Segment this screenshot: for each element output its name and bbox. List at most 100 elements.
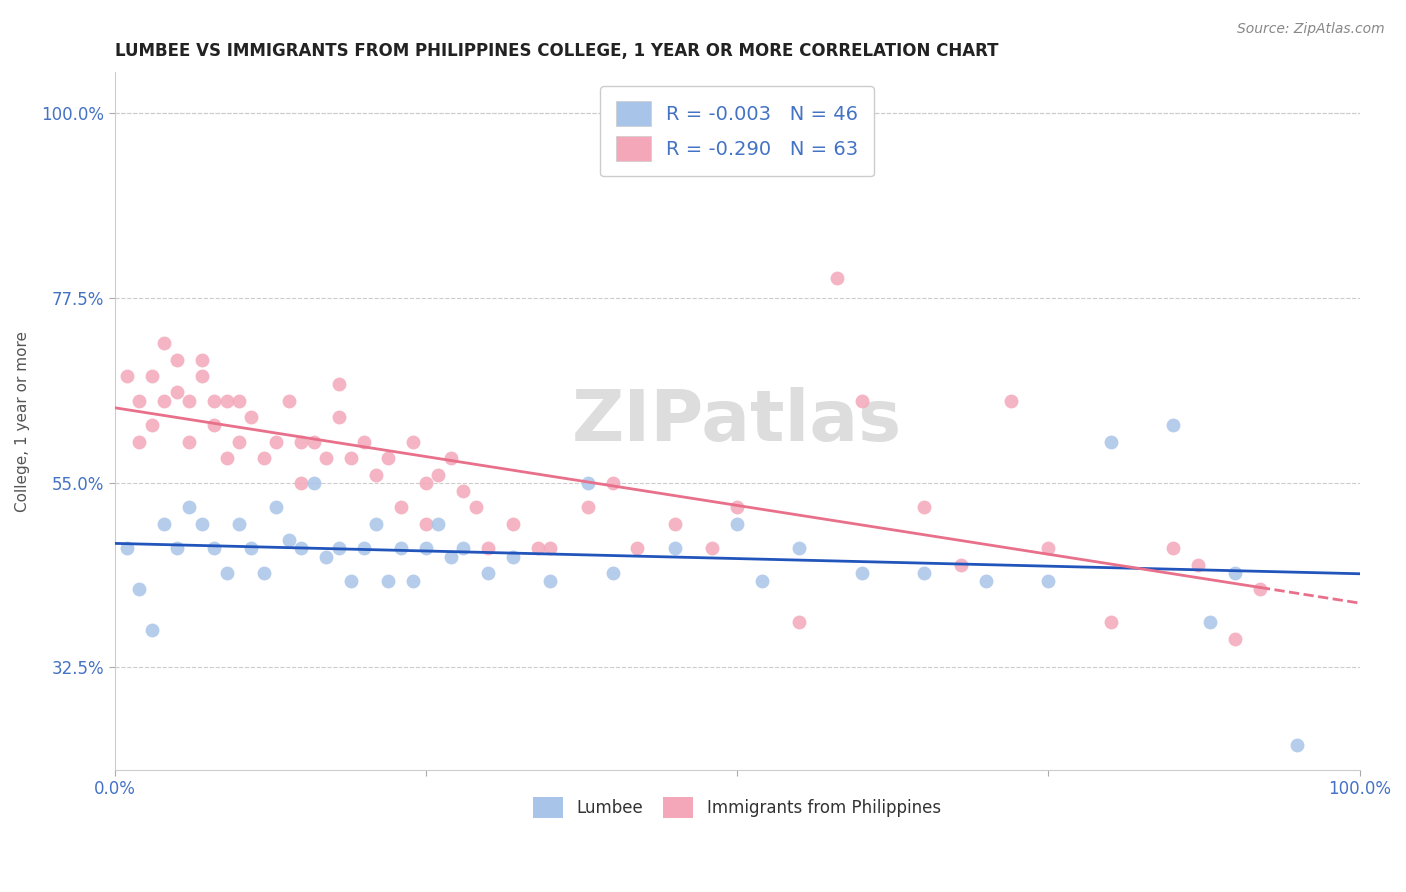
Point xyxy=(950,558,973,572)
Point xyxy=(266,434,288,449)
Point xyxy=(502,516,524,531)
Point xyxy=(415,516,437,531)
Point xyxy=(277,393,299,408)
Point xyxy=(912,500,935,515)
Point xyxy=(364,516,387,531)
Point xyxy=(1286,739,1309,753)
Point xyxy=(377,574,399,589)
Point xyxy=(538,541,561,556)
Point xyxy=(141,624,163,638)
Point xyxy=(340,574,363,589)
Point xyxy=(451,541,474,556)
Point xyxy=(415,475,437,490)
Point xyxy=(851,566,873,580)
Point xyxy=(912,566,935,580)
Point xyxy=(527,541,550,556)
Point xyxy=(402,434,425,449)
Point xyxy=(502,549,524,564)
Point xyxy=(179,500,201,515)
Point xyxy=(266,500,288,515)
Point xyxy=(440,451,463,466)
Point xyxy=(825,270,848,285)
Point xyxy=(128,393,150,408)
Point xyxy=(402,574,425,589)
Point xyxy=(328,541,350,556)
Point xyxy=(315,549,337,564)
Point xyxy=(215,566,238,580)
Point xyxy=(290,541,312,556)
Point xyxy=(700,541,723,556)
Point xyxy=(153,516,176,531)
Text: Source: ZipAtlas.com: Source: ZipAtlas.com xyxy=(1237,22,1385,37)
Point xyxy=(141,369,163,384)
Point xyxy=(464,500,486,515)
Point xyxy=(328,410,350,425)
Point xyxy=(1161,541,1184,556)
Point xyxy=(190,369,212,384)
Point xyxy=(787,615,810,630)
Point xyxy=(315,451,337,466)
Point xyxy=(974,574,997,589)
Y-axis label: College, 1 year or more: College, 1 year or more xyxy=(15,331,30,512)
Point xyxy=(115,541,138,556)
Point xyxy=(277,533,299,548)
Point xyxy=(302,434,325,449)
Legend: Lumbee, Immigrants from Philippines: Lumbee, Immigrants from Philippines xyxy=(527,791,948,824)
Point xyxy=(851,393,873,408)
Point xyxy=(725,500,748,515)
Point xyxy=(415,541,437,556)
Point xyxy=(451,483,474,498)
Point xyxy=(364,467,387,482)
Point xyxy=(725,516,748,531)
Point xyxy=(190,516,212,531)
Point xyxy=(179,393,201,408)
Point xyxy=(787,541,810,556)
Point xyxy=(1099,615,1122,630)
Point xyxy=(179,434,201,449)
Point xyxy=(477,566,499,580)
Point xyxy=(427,467,450,482)
Point xyxy=(377,451,399,466)
Point xyxy=(115,369,138,384)
Point xyxy=(1223,566,1246,580)
Point xyxy=(477,541,499,556)
Point xyxy=(228,393,250,408)
Point xyxy=(751,574,773,589)
Point xyxy=(166,541,188,556)
Point xyxy=(215,451,238,466)
Point xyxy=(240,541,263,556)
Point xyxy=(1249,582,1271,597)
Point xyxy=(215,393,238,408)
Point xyxy=(538,574,561,589)
Point xyxy=(153,336,176,351)
Point xyxy=(626,541,648,556)
Point xyxy=(664,541,686,556)
Point xyxy=(228,516,250,531)
Point xyxy=(290,434,312,449)
Point xyxy=(202,393,225,408)
Point xyxy=(1099,434,1122,449)
Point xyxy=(290,475,312,490)
Point xyxy=(602,566,624,580)
Point xyxy=(389,541,412,556)
Point xyxy=(166,352,188,367)
Point xyxy=(1187,558,1209,572)
Point xyxy=(202,541,225,556)
Point xyxy=(302,475,325,490)
Point xyxy=(576,500,599,515)
Point xyxy=(228,434,250,449)
Point xyxy=(602,475,624,490)
Point xyxy=(353,541,375,556)
Point xyxy=(128,434,150,449)
Point xyxy=(202,418,225,433)
Point xyxy=(153,393,176,408)
Point xyxy=(353,434,375,449)
Point xyxy=(440,549,463,564)
Point xyxy=(576,475,599,490)
Point xyxy=(340,451,363,466)
Point xyxy=(1038,574,1060,589)
Point xyxy=(141,418,163,433)
Point xyxy=(166,385,188,400)
Point xyxy=(1223,632,1246,646)
Text: LUMBEE VS IMMIGRANTS FROM PHILIPPINES COLLEGE, 1 YEAR OR MORE CORRELATION CHART: LUMBEE VS IMMIGRANTS FROM PHILIPPINES CO… xyxy=(114,42,998,60)
